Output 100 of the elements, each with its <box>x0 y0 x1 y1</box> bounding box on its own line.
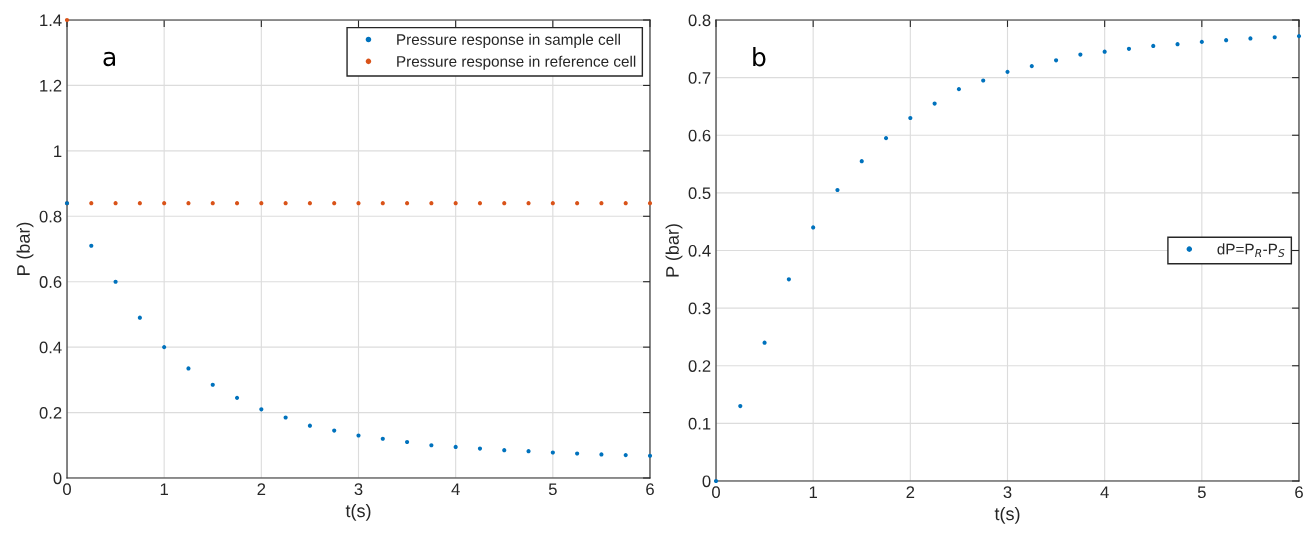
y-tick-label: 0.6 <box>39 276 62 288</box>
annotation: a <box>103 51 116 67</box>
point <box>380 201 385 206</box>
point <box>137 201 142 206</box>
legend-label: Pressure response in sample cell <box>397 33 620 48</box>
point <box>477 201 483 206</box>
point <box>835 187 840 193</box>
point <box>1005 69 1010 74</box>
point <box>526 449 531 454</box>
point <box>234 395 240 400</box>
annotation: b <box>753 47 766 67</box>
point <box>575 451 580 456</box>
point <box>453 444 458 449</box>
point <box>1102 49 1107 54</box>
point <box>1054 58 1059 63</box>
x-tick-label: 5 <box>548 483 557 496</box>
point <box>332 428 337 433</box>
y-tick-label: 0.2 <box>39 406 62 419</box>
point <box>786 277 791 282</box>
point <box>526 201 531 206</box>
point <box>647 453 653 458</box>
point <box>647 201 653 206</box>
point <box>89 243 94 248</box>
y-tick-label: 0.7 <box>688 72 711 84</box>
point <box>623 201 628 206</box>
point <box>307 423 312 428</box>
point <box>859 159 864 164</box>
point <box>234 201 240 206</box>
x-tick-label: 6 <box>1295 486 1303 499</box>
x-tick-label: 3 <box>354 483 363 496</box>
point <box>405 201 410 206</box>
point <box>477 446 483 451</box>
point <box>1151 43 1156 49</box>
point <box>623 453 628 458</box>
point <box>738 404 743 409</box>
point <box>811 225 816 230</box>
x-tick-label: 1 <box>809 486 817 498</box>
point <box>1029 64 1034 69</box>
point <box>981 78 986 83</box>
point <box>162 345 167 350</box>
point <box>186 201 191 206</box>
point <box>405 439 410 445</box>
y-tick-label: 0.8 <box>688 14 711 27</box>
x-tick-label: 4 <box>451 483 460 495</box>
x-tick-label: 2 <box>257 483 266 495</box>
y-tick-label: 0.4 <box>688 244 711 257</box>
y-tick-label: 0.8 <box>39 210 62 223</box>
point <box>1199 39 1204 44</box>
point <box>380 436 385 441</box>
x-tick-label: 4 <box>1100 486 1109 498</box>
y-axis-title: P (bar) <box>665 224 683 277</box>
y-axis-title: P (bar) <box>16 222 34 275</box>
point <box>550 201 555 206</box>
point <box>1296 34 1302 39</box>
y-tick-label: 1 <box>54 145 62 157</box>
point <box>1272 35 1277 40</box>
point <box>956 87 961 92</box>
y-tick-label: 0 <box>53 472 62 485</box>
point <box>210 201 215 206</box>
x-tick-label: 2 <box>906 486 915 498</box>
x-axis-title: t(s) <box>345 503 371 521</box>
point <box>356 433 361 438</box>
point <box>283 201 288 206</box>
x-tick-label: 1 <box>160 483 168 495</box>
y-tick-label: 1.4 <box>40 14 62 27</box>
x-tick-label: 5 <box>1197 486 1206 499</box>
point <box>89 201 94 206</box>
point <box>599 201 604 206</box>
x-axis-title: t(s) <box>994 506 1020 524</box>
point <box>429 201 434 206</box>
legend-label: dP=P$_{R}$-P$_{S}$ <box>1217 243 1285 258</box>
point <box>137 315 142 320</box>
point <box>332 201 337 206</box>
point <box>1126 46 1132 51</box>
point <box>453 201 458 206</box>
x-tick-label: 0 <box>712 486 720 499</box>
point <box>113 201 118 206</box>
y-tick-label: 0.4 <box>39 341 62 354</box>
point <box>210 382 215 387</box>
y-tick-label: 1.2 <box>40 79 62 92</box>
point <box>883 136 889 141</box>
point <box>162 201 167 206</box>
legend-label: Pressure response in reference cell <box>397 55 636 70</box>
x-tick-label: 0 <box>63 483 71 496</box>
x-tick-label: 6 <box>646 483 654 496</box>
point <box>575 201 580 206</box>
point <box>502 448 507 453</box>
y-tick-label: 0.3 <box>688 302 711 315</box>
point <box>259 201 264 206</box>
y-tick-label: 0.2 <box>688 360 711 372</box>
point <box>502 201 507 206</box>
point <box>429 443 434 448</box>
point <box>908 115 913 121</box>
point <box>550 450 555 455</box>
point <box>307 201 312 206</box>
y-tick-label: 0.5 <box>688 187 711 200</box>
point <box>1175 42 1180 47</box>
y-tick-label: 0.1 <box>688 417 711 430</box>
point <box>1224 38 1229 43</box>
y-tick-label: 0.6 <box>688 129 711 142</box>
